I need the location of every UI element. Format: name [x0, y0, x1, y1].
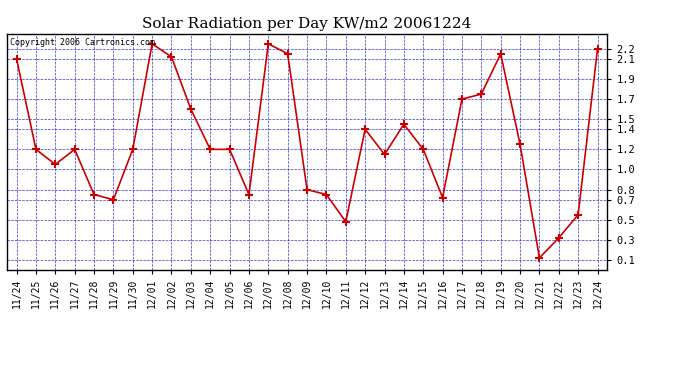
Title: Solar Radiation per Day KW/m2 20061224: Solar Radiation per Day KW/m2 20061224: [142, 17, 472, 31]
Text: Copyright 2006 Cartronics.com: Copyright 2006 Cartronics.com: [10, 39, 155, 48]
